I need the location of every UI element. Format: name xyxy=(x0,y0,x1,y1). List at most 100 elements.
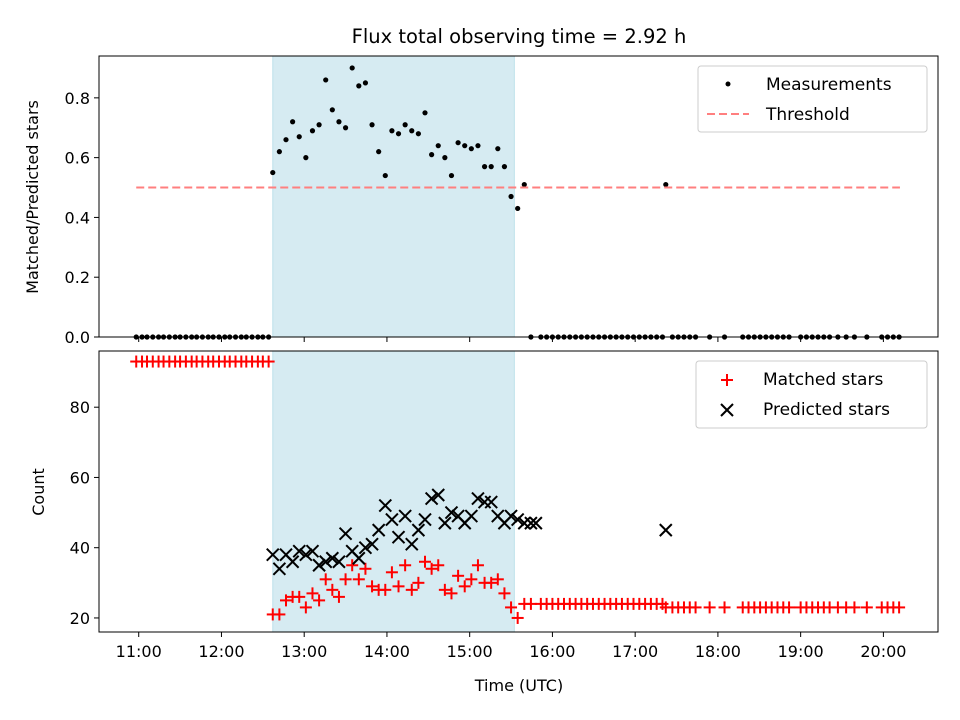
matched-stars-point xyxy=(339,573,352,586)
matched-stars-point xyxy=(405,583,418,596)
predicted-stars-point xyxy=(338,526,353,541)
bottom-panel-x-axis-label: Time (UTC) xyxy=(474,676,563,695)
predicted-stars-point xyxy=(529,516,543,530)
measurements-point xyxy=(415,131,421,137)
measurements-point xyxy=(395,131,402,137)
top-panel-legend-box xyxy=(697,65,928,133)
matched-stars-point xyxy=(703,601,716,614)
measurements-point xyxy=(283,137,289,143)
predicted-stars-point xyxy=(524,516,538,530)
measurements-point xyxy=(429,152,435,158)
predicted-stars-point xyxy=(418,512,432,527)
y-tick-label: 0.4 xyxy=(65,208,90,227)
measurements-point xyxy=(521,181,527,188)
matched-stars-point xyxy=(332,590,345,603)
matched-stars-point xyxy=(279,594,292,607)
x-tick-label: 13:00 xyxy=(281,642,327,661)
predicted-stars-point xyxy=(484,495,498,509)
measurements-point xyxy=(488,164,494,170)
matched-stars-point xyxy=(432,559,445,572)
x-tick-label: 19:00 xyxy=(778,642,824,661)
top-panel: 0.00.20.40.60.8 Matched/Predicted stars … xyxy=(23,55,939,347)
measurements-point xyxy=(495,146,501,152)
matched-stars-point xyxy=(379,583,392,596)
legend-marker-matched-stars xyxy=(721,374,733,386)
measurements-point xyxy=(481,164,488,170)
matched-stars-point xyxy=(718,601,731,614)
matched-stars-point xyxy=(445,587,458,600)
predicted-stars-point xyxy=(411,523,426,537)
measurements-point xyxy=(402,122,408,128)
bottom-panel-marks xyxy=(130,355,906,624)
measurements-point xyxy=(336,119,342,125)
measurements-point xyxy=(442,155,448,161)
measurements-point xyxy=(663,181,669,188)
predicted-stars-point xyxy=(285,555,300,569)
measurements-point xyxy=(468,146,474,152)
y-tick-label: 0.2 xyxy=(65,268,90,287)
measurements-point xyxy=(448,172,455,179)
matched-stars-point xyxy=(385,566,398,579)
matched-stars-point xyxy=(313,594,326,607)
matched-stars-point xyxy=(366,580,379,593)
top-panel-y-axis-label: Matched/Predicted stars xyxy=(23,100,42,294)
top-panel-legend: Measurements Threshold xyxy=(697,65,928,133)
matched-stars-point xyxy=(465,573,478,586)
predicted-stars-point xyxy=(444,505,459,520)
measurements-point xyxy=(475,143,481,149)
predicted-stars-point xyxy=(391,530,406,544)
predicted-stars-point xyxy=(385,512,399,527)
predicted-stars-point xyxy=(464,509,479,523)
legend-label-matched-stars: Matched stars xyxy=(763,370,883,390)
measurements-point xyxy=(303,155,309,161)
predicted-stars-point xyxy=(352,551,366,565)
matched-stars-point xyxy=(412,576,425,589)
predicted-stars-point xyxy=(319,555,333,569)
matched-stars-point xyxy=(893,601,906,614)
measurements-point xyxy=(389,128,395,134)
predicted-stars-point xyxy=(438,516,452,530)
matched-stars-point xyxy=(306,587,319,600)
matched-stars-point xyxy=(848,601,861,614)
measurements-point xyxy=(376,149,382,155)
measurements-point xyxy=(290,119,296,125)
measurements-point xyxy=(362,80,369,86)
matched-stars-point xyxy=(498,587,511,600)
measurements-point xyxy=(276,149,282,155)
measurements-point xyxy=(309,128,316,134)
predicted-stars-point xyxy=(378,498,392,513)
measurements-point xyxy=(356,83,362,89)
matched-stars-point xyxy=(452,569,465,582)
matched-stars-point xyxy=(485,576,498,589)
x-tick-label: 14:00 xyxy=(364,642,410,661)
matched-stars-point xyxy=(783,601,796,614)
measurements-point xyxy=(316,122,322,128)
matched-stars-point xyxy=(458,580,471,593)
legend-label-predicted-stars: Predicted stars xyxy=(763,400,890,420)
predicted-stars-point xyxy=(510,512,525,527)
top-panel-x-ticks xyxy=(138,337,884,342)
matched-stars-point xyxy=(511,611,524,624)
predicted-stars-point xyxy=(371,523,386,537)
legend-label-threshold: Threshold xyxy=(765,105,850,125)
matched-stars-point xyxy=(293,590,306,603)
bottom-panel-legend-box xyxy=(695,360,928,429)
bottom-panel: 11:00 12:00 13:00 14:00 15:00 16:00 17:00 18:00… xyxy=(29,350,939,695)
matched-stars-point xyxy=(359,562,372,575)
x-tick-label: 17:00 xyxy=(612,642,658,661)
x-tick-label: 15:00 xyxy=(447,642,493,661)
top-panel-shaded-span xyxy=(272,55,515,338)
legend-label-measurements: Measurements xyxy=(766,75,892,95)
predicted-stars-point xyxy=(471,491,485,506)
measurements-point xyxy=(369,122,375,128)
matched-stars-point xyxy=(392,580,405,593)
predicted-stars-point xyxy=(424,491,439,506)
bottom-panel-frame xyxy=(98,350,939,633)
top-panel-frame xyxy=(98,55,939,338)
measurements-point xyxy=(515,205,521,212)
y-tick-label: 80 xyxy=(70,398,90,417)
legend-marker-predicted-stars xyxy=(720,403,734,417)
y-tick-label: 40 xyxy=(70,539,90,558)
measurements-point xyxy=(323,77,329,83)
